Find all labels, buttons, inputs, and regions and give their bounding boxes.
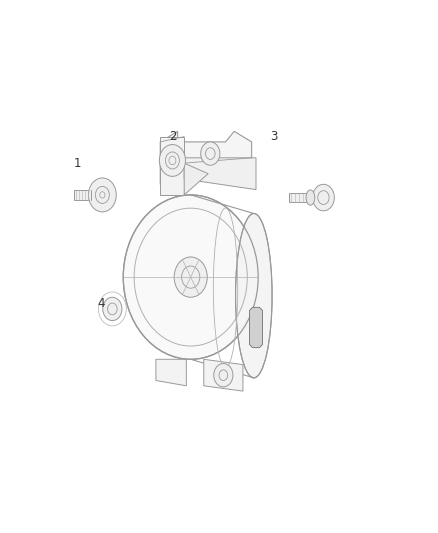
- Circle shape: [174, 257, 207, 297]
- Ellipse shape: [236, 214, 272, 378]
- Circle shape: [159, 144, 185, 176]
- Circle shape: [313, 184, 334, 211]
- Polygon shape: [160, 136, 184, 195]
- FancyBboxPatch shape: [74, 190, 91, 200]
- Text: 2: 2: [170, 130, 177, 143]
- Polygon shape: [204, 359, 243, 391]
- FancyBboxPatch shape: [289, 193, 313, 202]
- Text: 3: 3: [270, 130, 277, 143]
- Polygon shape: [184, 158, 256, 190]
- Polygon shape: [160, 131, 252, 184]
- Circle shape: [88, 178, 116, 212]
- Circle shape: [123, 195, 258, 359]
- Text: 1: 1: [74, 157, 81, 169]
- Polygon shape: [184, 163, 208, 195]
- Circle shape: [201, 142, 220, 165]
- Polygon shape: [250, 308, 262, 348]
- Circle shape: [214, 364, 233, 387]
- Circle shape: [103, 297, 122, 320]
- Ellipse shape: [306, 190, 315, 205]
- Polygon shape: [156, 359, 186, 386]
- Text: 4: 4: [98, 297, 105, 310]
